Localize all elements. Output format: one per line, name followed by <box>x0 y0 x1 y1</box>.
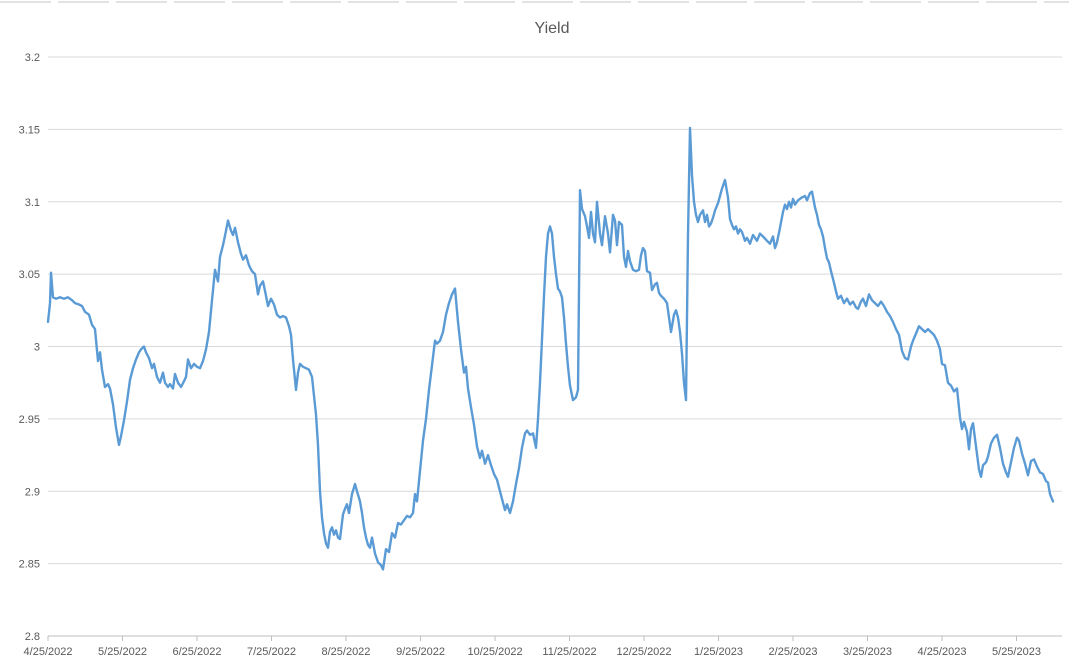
y-axis-labels: 3.2 3.15 3.1 3.05 3 2.95 2.9 2.85 2.8 <box>19 52 40 643</box>
x-axis-label: 12/25/2022 <box>616 646 671 658</box>
x-axis: 4/25/2022 5/25/2022 6/25/2022 7/25/2022 8/25… <box>24 636 1041 658</box>
x-axis-label: 7/25/2022 <box>247 646 296 658</box>
y-axis-label: 2.95 <box>19 414 40 426</box>
y-axis-label: 3 <box>34 342 40 354</box>
y-axis-label: 3.2 <box>25 52 40 64</box>
x-axis-label: 10/25/2022 <box>468 646 523 658</box>
y-axis-label: 2.8 <box>25 631 40 643</box>
x-axis-label: 1/25/2023 <box>694 646 743 658</box>
y-axis-label: 2.85 <box>19 559 40 571</box>
y-axis-label: 2.9 <box>25 486 40 498</box>
worksheet-gridline <box>0 1 1069 3</box>
y-axis-label: 3.15 <box>19 124 40 136</box>
x-axis-label: 6/25/2022 <box>173 646 222 658</box>
x-axis-label: 5/25/2023 <box>992 646 1041 658</box>
x-axis-label: 9/25/2022 <box>396 646 445 658</box>
x-axis-label: 4/25/2023 <box>918 646 967 658</box>
x-axis-label: 2/25/2023 <box>769 646 818 658</box>
gridlines <box>48 56 1062 637</box>
x-axis-label: 4/25/2022 <box>24 646 73 658</box>
yield-line-series <box>46 126 1055 571</box>
y-axis-label: 3.1 <box>25 197 40 209</box>
x-axis-label: 5/25/2022 <box>98 646 147 658</box>
x-axis-label: 8/25/2022 <box>321 646 370 658</box>
x-axis-label: 3/25/2023 <box>843 646 892 658</box>
y-axis-label: 3.05 <box>19 269 40 281</box>
x-axis-label: 11/25/2022 <box>542 646 596 658</box>
chart-title: Yield <box>535 20 570 37</box>
